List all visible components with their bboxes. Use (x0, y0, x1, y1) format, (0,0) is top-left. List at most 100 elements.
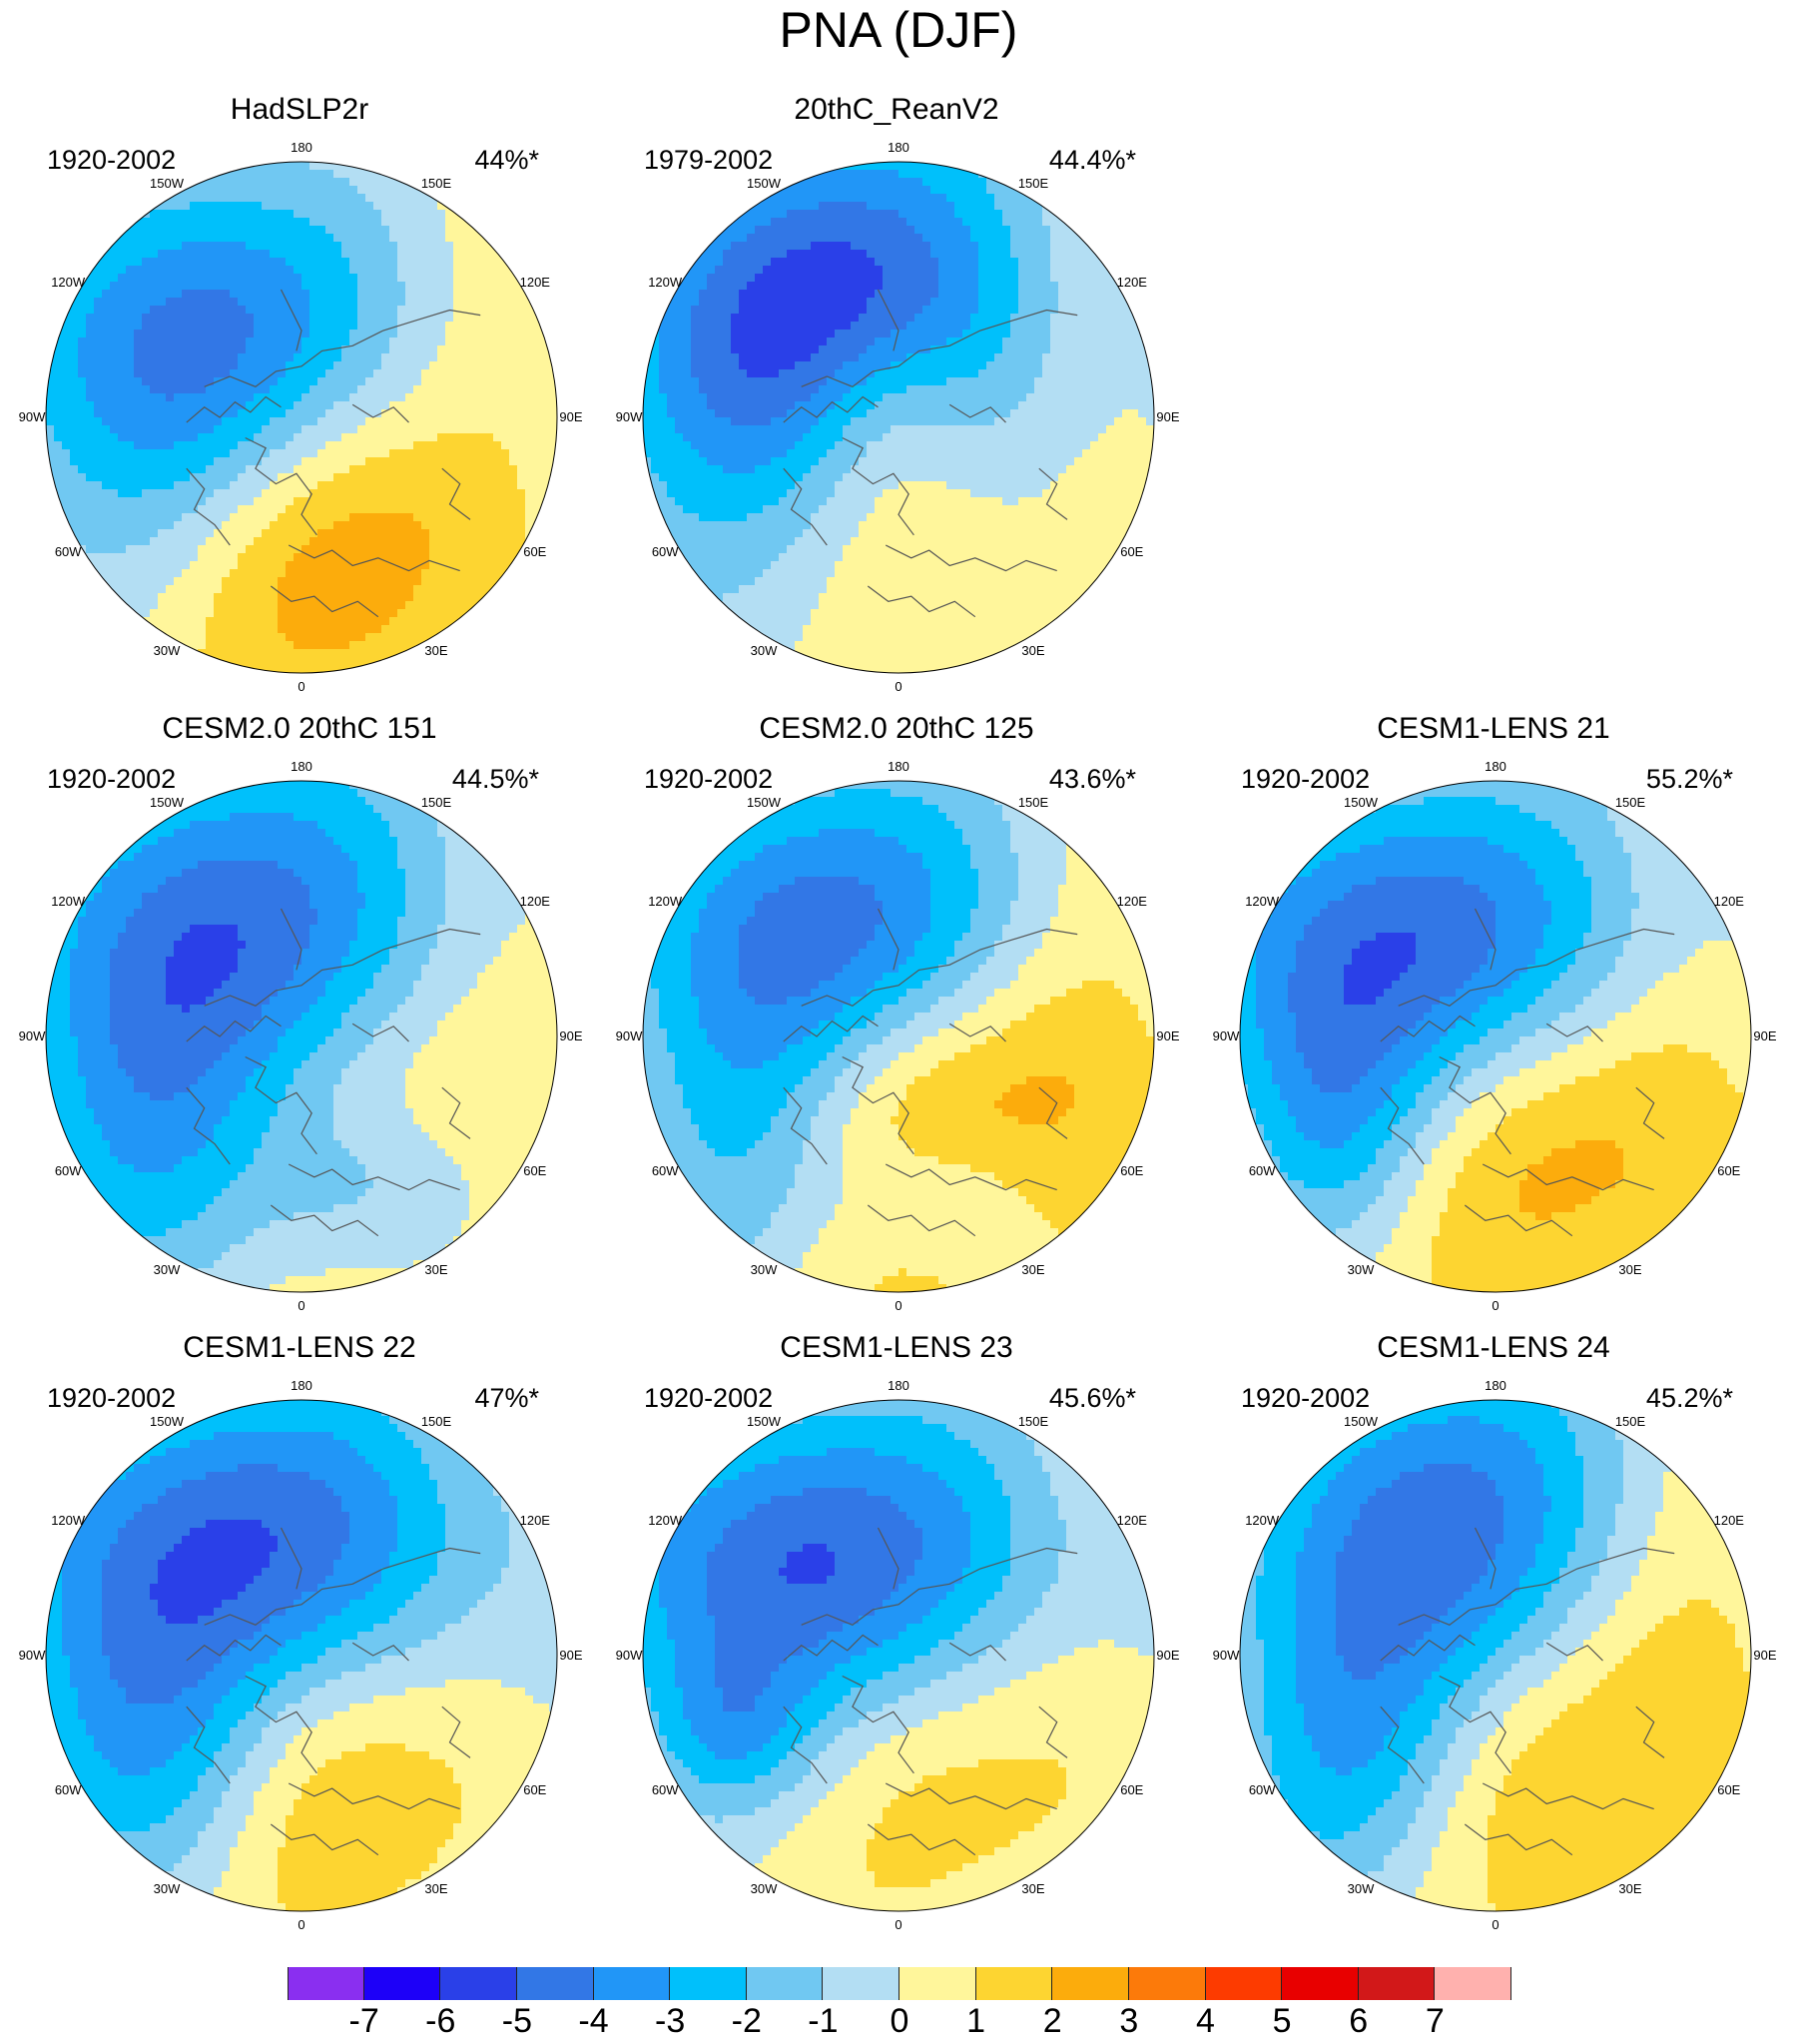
coastline (867, 585, 976, 618)
longitude-label: 30E (1021, 643, 1044, 658)
polar-map: 180 150E 120E 90E 60E 30E 0 30W 60W 90W 120W 150W (19, 759, 583, 1313)
longitude-label: 60W (55, 1163, 82, 1178)
longitude-label: 30E (1021, 1262, 1044, 1277)
polar-map: 180 150E 120E 90E 60E 30E 0 30W 60W 90W 120W 150W (616, 759, 1180, 1313)
panel-title: CESM1-LENS 23 (597, 1330, 1196, 1366)
pressure-field (643, 781, 1154, 1292)
panel-percent: 47%* (474, 1382, 539, 1414)
longitude-label: 30W (1348, 1262, 1375, 1277)
coastline (1474, 1527, 1497, 1590)
coastline (948, 403, 1006, 423)
longitude-label: 0 (298, 1917, 304, 1932)
colorbar-tick-label: 7 (1405, 2003, 1465, 2039)
longitude-label: 30E (1618, 1262, 1641, 1277)
longitude-label: 90W (19, 1028, 46, 1043)
colorbar-tick-label: -1 (793, 2003, 853, 2039)
longitude-label: 30W (751, 643, 778, 658)
longitude-label: 120E (520, 894, 551, 909)
longitude-label: 180 (888, 759, 909, 774)
longitude-label: 60E (523, 544, 546, 559)
coastline (1635, 1705, 1665, 1758)
coastline (783, 395, 879, 423)
coastline (280, 908, 302, 971)
longitude-label: 120W (648, 275, 683, 290)
longitude-label: 120W (1245, 1513, 1280, 1528)
map-panel-cesm2-125: CESM2.0 20thC 125 1920-2002 43.6%* 180 15… (597, 711, 1196, 1330)
coastline (351, 1642, 409, 1662)
coastline (867, 1204, 976, 1237)
map-boundary (45, 161, 558, 674)
coastline (280, 289, 302, 351)
longitude-label: 90E (559, 1648, 582, 1663)
polar-map: 180 150E 120E 90E 60E 30E 0 30W 60W 90W 120W 150W (19, 140, 583, 694)
longitude-label: 120E (520, 1513, 551, 1528)
coastline (186, 1015, 282, 1042)
longitude-label: 90W (616, 1028, 643, 1043)
polar-map: 180 150E 120E 90E 60E 30E 0 30W 60W 90W 120W 150W (616, 1378, 1180, 1932)
coastline (801, 309, 1078, 387)
longitude-label: 30W (154, 1262, 181, 1277)
colorbar-swatch (1282, 1967, 1359, 2000)
longitude-label: 0 (895, 1298, 901, 1313)
longitude-label: 150E (421, 795, 452, 810)
coastline (441, 1705, 471, 1758)
coastline (885, 544, 1057, 572)
map-boundary (642, 161, 1155, 674)
coastline (288, 1782, 460, 1810)
coastline (441, 467, 471, 520)
pressure-field (46, 781, 557, 1292)
coastline (1439, 1675, 1511, 1774)
colorbar-tick-label: -6 (410, 2003, 470, 2039)
map-panel-cesm1-lens-21: CESM1-LENS 21 1920-2002 55.2%* 180 150E 12… (1194, 711, 1793, 1330)
colorbar-tick-label: 0 (870, 2003, 929, 2039)
colorbar-swatch (516, 1967, 594, 2000)
colorbar-swatch (1052, 1967, 1129, 2000)
colorbar-swatch (363, 1967, 441, 2000)
longitude-label: 90E (1753, 1648, 1776, 1663)
panel-title: CESM2.0 20thC 125 (597, 711, 1196, 747)
longitude-label: 60E (523, 1163, 546, 1178)
coastline (842, 436, 914, 536)
map-boundary (1239, 780, 1752, 1293)
longitude-label: 30W (751, 1262, 778, 1277)
longitude-label: 120E (1117, 275, 1148, 290)
coastline (288, 544, 460, 572)
coastline (1464, 1823, 1573, 1856)
colorbar-tick-label: 6 (1329, 2003, 1389, 2039)
panel-percent: 44.4%* (1049, 144, 1136, 176)
pressure-field (46, 162, 557, 673)
panel-title: CESM1-LENS 24 (1194, 1330, 1793, 1366)
longitude-label: 120W (1245, 894, 1280, 909)
panel-period: 1920-2002 (47, 763, 176, 795)
coastline (245, 436, 317, 536)
colorbar-swatch (975, 1967, 1053, 2000)
map-boundary (45, 1399, 558, 1912)
longitude-label: 90W (1213, 1028, 1240, 1043)
longitude-label: 30W (154, 643, 181, 658)
longitude-label: 60W (55, 544, 82, 559)
panel-title: 20thC_ReanV2 (597, 92, 1196, 128)
coastline (270, 585, 379, 618)
coastline (441, 1086, 471, 1139)
longitude-label: 90W (1213, 1648, 1240, 1663)
longitude-label: 120W (648, 1513, 683, 1528)
colorbar: -7 -6 -5 -4 -3 -2 -1 0 1 2 3 4 5 6 7 (288, 1967, 1511, 2039)
colorbar-tick-label: -5 (487, 2003, 547, 2039)
colorbar-swatch (823, 1967, 899, 2000)
coastline (801, 928, 1078, 1007)
coastline (842, 1055, 914, 1155)
longitude-label: 90E (1156, 1028, 1179, 1043)
panel-title: CESM2.0 20thC 151 (0, 711, 599, 747)
longitude-label: 0 (895, 1917, 901, 1932)
longitude-label: 0 (895, 679, 901, 694)
map-panel-cesm1-lens-22: CESM1-LENS 22 1920-2002 47%* 180 150E 120E… (0, 1330, 599, 1949)
colorbar-tick-label: -4 (564, 2003, 624, 2039)
longitude-label: 30E (424, 643, 447, 658)
coastline (885, 1163, 1057, 1191)
coastline (270, 1204, 379, 1237)
coastline (245, 1675, 317, 1774)
colorbar-swatch (1435, 1967, 1511, 2000)
coastline (1464, 1204, 1573, 1237)
longitude-label: 60E (1717, 1163, 1740, 1178)
longitude-label: 60W (652, 1163, 679, 1178)
